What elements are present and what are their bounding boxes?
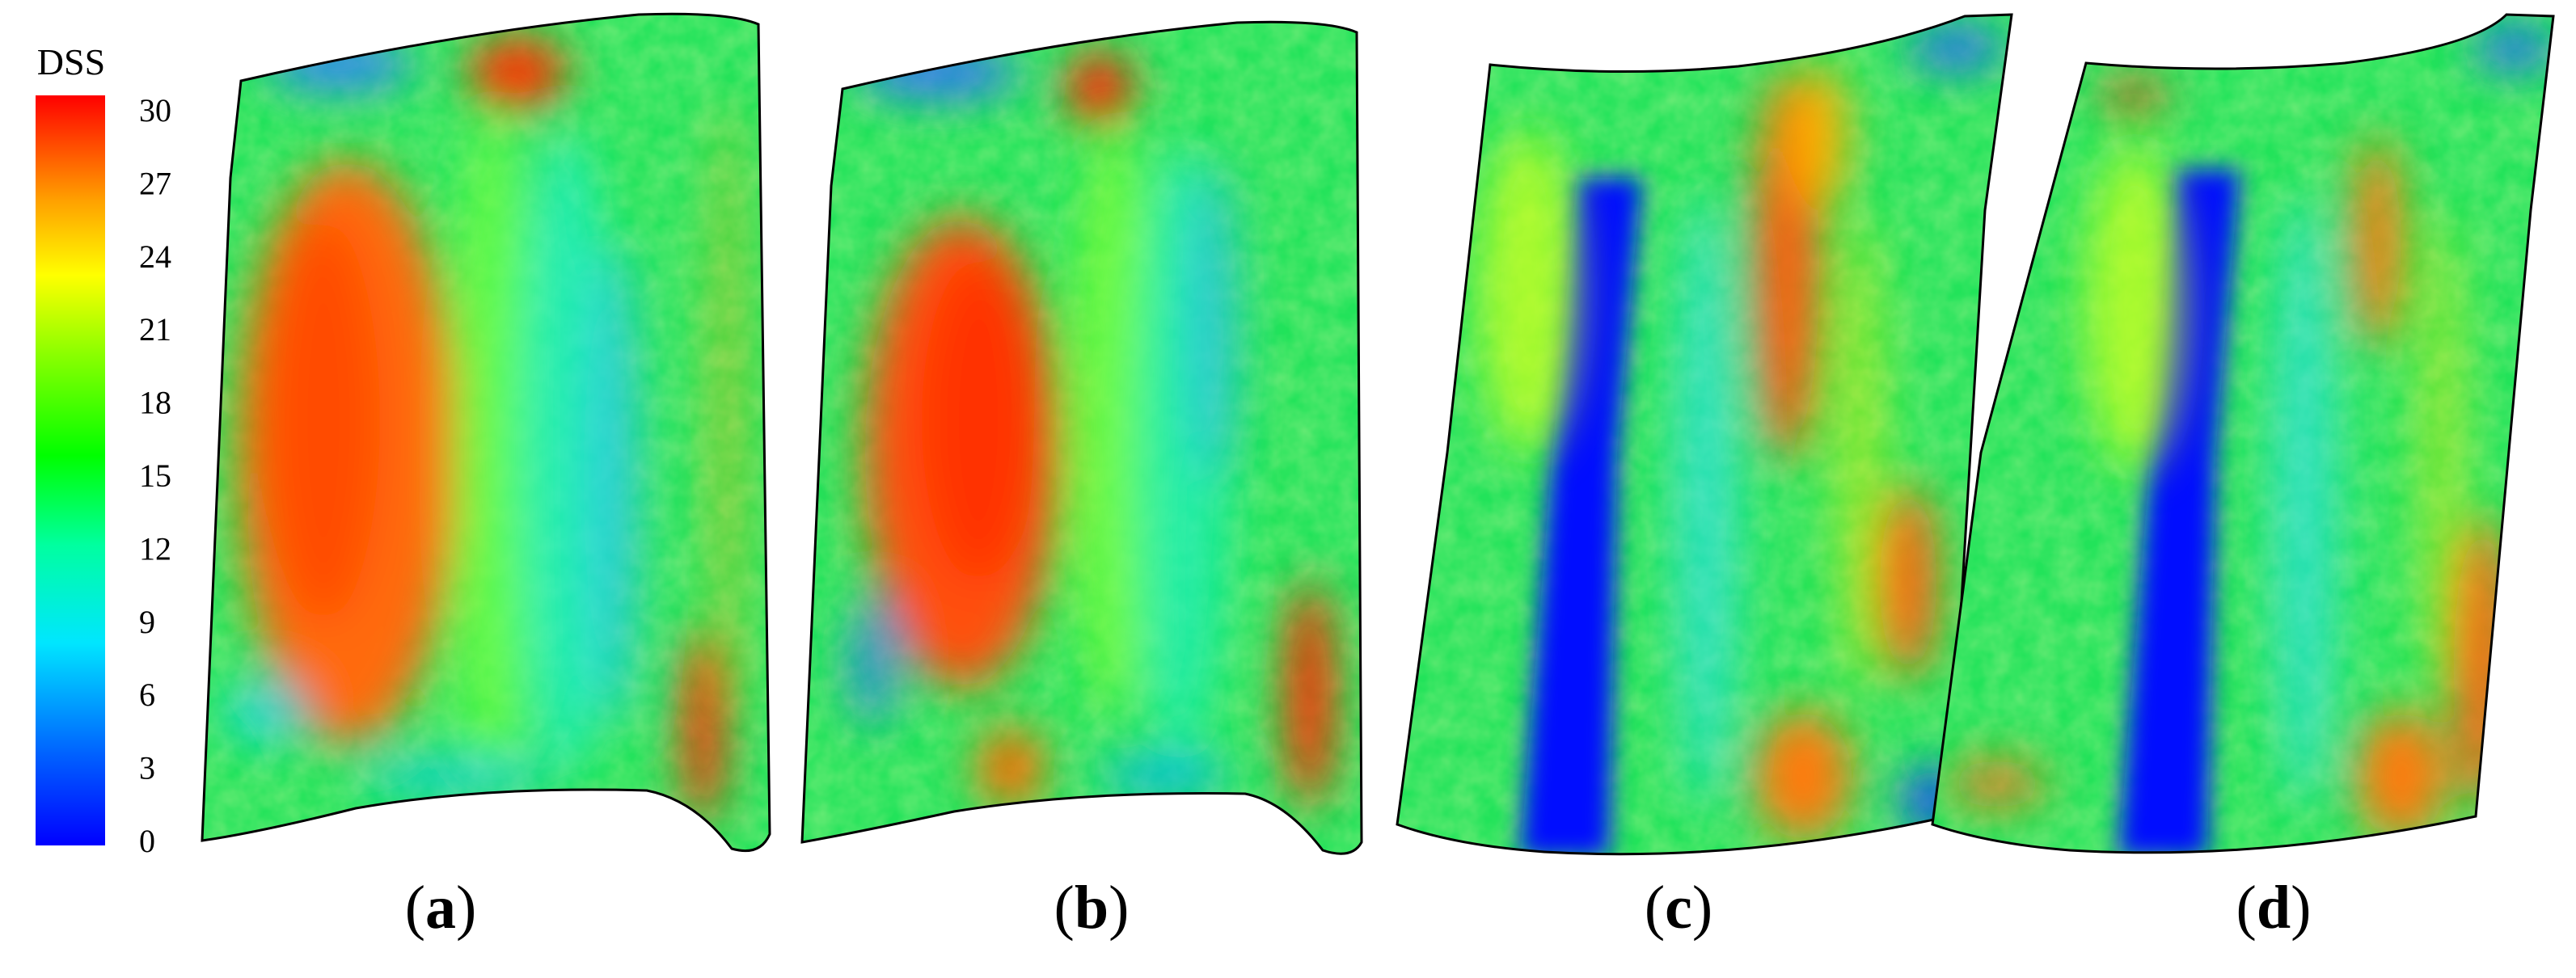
panel-a-caption: (a) bbox=[404, 874, 477, 942]
colorbar-tick-label: 30 bbox=[139, 92, 171, 129]
panel-d-label: d bbox=[2256, 874, 2291, 942]
panel-b-label: b bbox=[1074, 874, 1109, 942]
colorbar-gradient bbox=[36, 95, 105, 845]
panel-c-label: c bbox=[1665, 874, 1692, 942]
panel-d-caption: (d) bbox=[2236, 874, 2312, 942]
panel-d-blade bbox=[1931, 13, 2555, 854]
colorbar-tick-label: 15 bbox=[139, 457, 171, 494]
colorbar-tick-label: 0 bbox=[139, 823, 155, 859]
panel-a-label: a bbox=[425, 874, 456, 942]
colorbar-tick-label: 12 bbox=[139, 530, 171, 567]
colorbar-title: DSS bbox=[37, 41, 105, 82]
panel-a-blade bbox=[201, 12, 771, 853]
colorbar-tick-label: 24 bbox=[139, 238, 171, 275]
panel-b-caption: (b) bbox=[1054, 874, 1130, 942]
colorbar-tick-label: 3 bbox=[139, 750, 155, 786]
colorbar-tick-label: 18 bbox=[139, 385, 171, 421]
panel-c-caption: (c) bbox=[1644, 874, 1713, 942]
colorbar-tick-label: 27 bbox=[139, 165, 171, 201]
colorbar-tick-label: 9 bbox=[139, 604, 155, 640]
panel-c-blade bbox=[1396, 13, 2013, 856]
colorbar-tick-label: 21 bbox=[139, 311, 171, 348]
colorbar-tick-label: 6 bbox=[139, 677, 155, 713]
panel-b-blade bbox=[800, 20, 1363, 855]
